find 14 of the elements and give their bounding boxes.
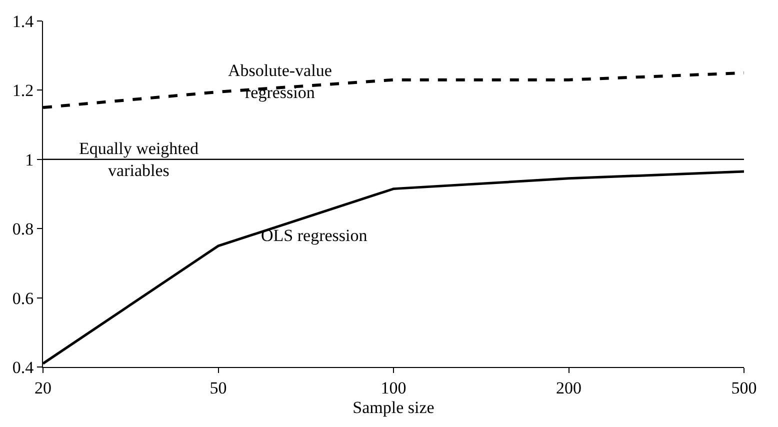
- x-tick-label: 50: [210, 378, 227, 398]
- legend-label: Equally weighted variables: [79, 139, 199, 180]
- x-axis-title: Sample size: [352, 398, 434, 417]
- y-tick-label: 0.6: [12, 288, 34, 308]
- x-tick-label: 100: [380, 378, 406, 398]
- series-label: Absolute-value regression: [228, 61, 332, 102]
- x-tick-label: 200: [556, 378, 582, 398]
- y-tick-label: 1: [25, 150, 34, 170]
- y-tick-label: 1.2: [12, 81, 34, 100]
- x-tick-label: 20: [34, 378, 52, 398]
- y-tick-label: 0.4: [12, 358, 34, 377]
- y-tick-label: 1.4: [12, 12, 34, 31]
- x-tick-label: 500: [731, 378, 757, 398]
- y-tick-label: 0.8: [12, 220, 34, 239]
